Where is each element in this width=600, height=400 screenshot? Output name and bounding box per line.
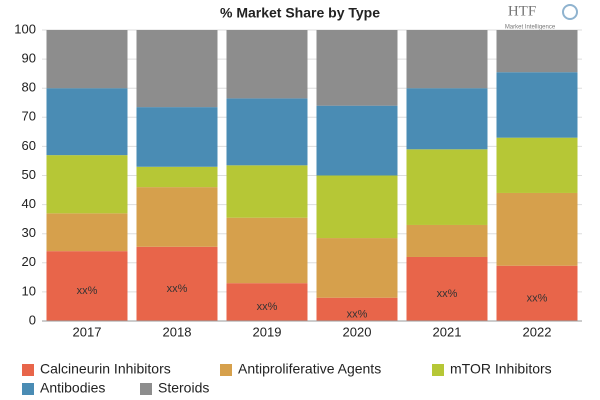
data-label: xx% [527,292,548,304]
chart-title: % Market Share by Type [220,5,380,21]
bar-segment [496,137,578,193]
legend-swatch [220,364,232,376]
data-label: xx% [77,285,98,297]
legend-label: mTOR Inhibitors [450,361,552,377]
x-tick-label: 2017 [73,324,102,339]
bar-segment [406,30,488,89]
legend-label: Antibodies [40,380,105,396]
y-tick-label: 70 [22,109,36,124]
y-tick-label: 60 [22,138,36,153]
bar-segment [46,155,128,214]
x-tick-label: 2018 [163,324,192,339]
y-tick-label: 80 [22,80,36,95]
bar-segment [226,98,308,166]
data-label: xx% [257,301,278,313]
y-tick-label: 0 [29,312,36,327]
bar-segment [136,246,218,321]
x-tick-label: 2022 [523,324,552,339]
y-tick-label: 10 [22,283,36,298]
bar-segment [226,283,308,321]
bar-segment [226,165,308,218]
bar-segment [496,72,578,138]
bar-segment [316,105,398,176]
y-tick-label: 20 [22,254,36,269]
bar-segment [136,187,218,247]
data-label: xx% [167,283,188,295]
bar-segment [406,88,488,150]
legend-label: Calcineurin Inhibitors [40,361,171,377]
bar-segment [316,175,398,239]
bar-segment [226,217,308,284]
legend-swatch [140,383,152,395]
bar-segment [496,30,578,73]
bar-segment [136,107,218,167]
x-tick-label: 2021 [433,324,462,339]
bar-segment [316,297,398,321]
data-label: xx% [437,288,458,300]
bar-segment [406,149,488,225]
bar-segment [496,265,578,321]
y-tick-label: 100 [14,21,36,36]
logo-brand: HTF [508,3,536,19]
bar-segment [46,213,128,252]
legend-label: Antiproliferative Agents [238,361,381,377]
y-tick-label: 50 [22,167,36,182]
legend-swatch [22,383,34,395]
x-tick-label: 2020 [343,324,372,339]
x-tick-label: 2019 [253,324,282,339]
logo-globe [562,4,578,20]
y-tick-label: 90 [22,51,36,66]
bar-segment [406,256,488,321]
logo-tagline: Market Intelligence [505,25,556,31]
legend-label: Steroids [158,380,209,396]
bar-segment [136,166,218,188]
bar-segment [46,251,128,321]
bar-segment [316,30,398,106]
bar-segment [226,30,308,99]
data-label: xx% [347,308,368,320]
bar-segment [496,192,578,266]
bar-segment [46,88,128,156]
bar-segment [46,30,128,89]
bar-segment [136,30,218,108]
y-tick-label: 40 [22,196,36,211]
legend-swatch [22,364,34,376]
bar-segment [406,224,488,257]
y-tick-label: 30 [22,225,36,240]
legend-swatch [432,364,444,376]
bar-segment [316,238,398,298]
